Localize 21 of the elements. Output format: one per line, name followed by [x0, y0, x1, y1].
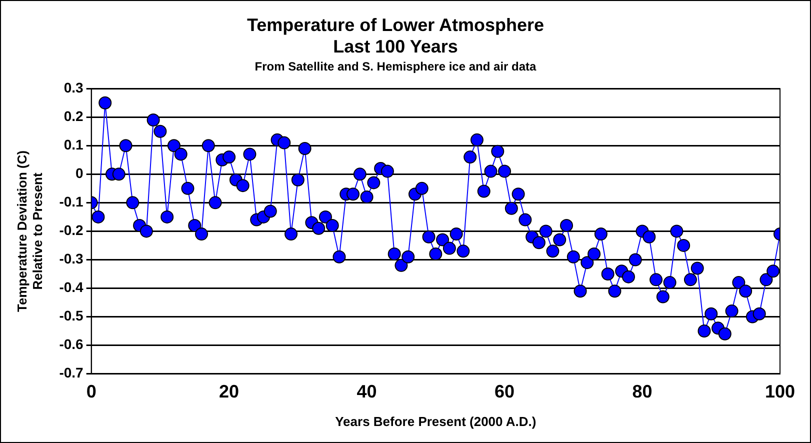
y-tick-label: -0.5 — [59, 308, 84, 324]
chart-subtitle: From Satellite and S. Hemisphere ice and air data — [254, 60, 537, 74]
x-tick-label: 20 — [219, 382, 240, 402]
y-tick-label: -0.1 — [59, 194, 84, 210]
x-tick-label: 60 — [494, 382, 515, 402]
y-tick-label: -0.3 — [59, 250, 84, 267]
x-tick-label: 40 — [356, 382, 377, 402]
y-tick-label: 0 — [76, 165, 84, 182]
y-tick-label: 0.2 — [64, 108, 84, 124]
y-tick-label: -0.6 — [59, 336, 84, 352]
x-axis-title: Years Before Present (2000 A.D.) — [335, 414, 536, 429]
x-tick-label: 100 — [764, 382, 796, 402]
x-tick-label: 80 — [632, 382, 652, 402]
chart-title: Temperature of Lower Atmosphere Last 100 Years — [246, 14, 544, 56]
x-tick-label: 0 — [86, 382, 96, 402]
y-tick-label: -0.7 — [59, 364, 84, 381]
y-tick-label: 0.1 — [64, 136, 84, 152]
y-axis-title: Temperature Deviation (C) Relative to Present — [14, 150, 45, 312]
y-tick-label: -0.4 — [59, 279, 84, 296]
y-tick-label: -0.2 — [59, 222, 84, 238]
y-tick-label: 0.3 — [64, 79, 84, 96]
